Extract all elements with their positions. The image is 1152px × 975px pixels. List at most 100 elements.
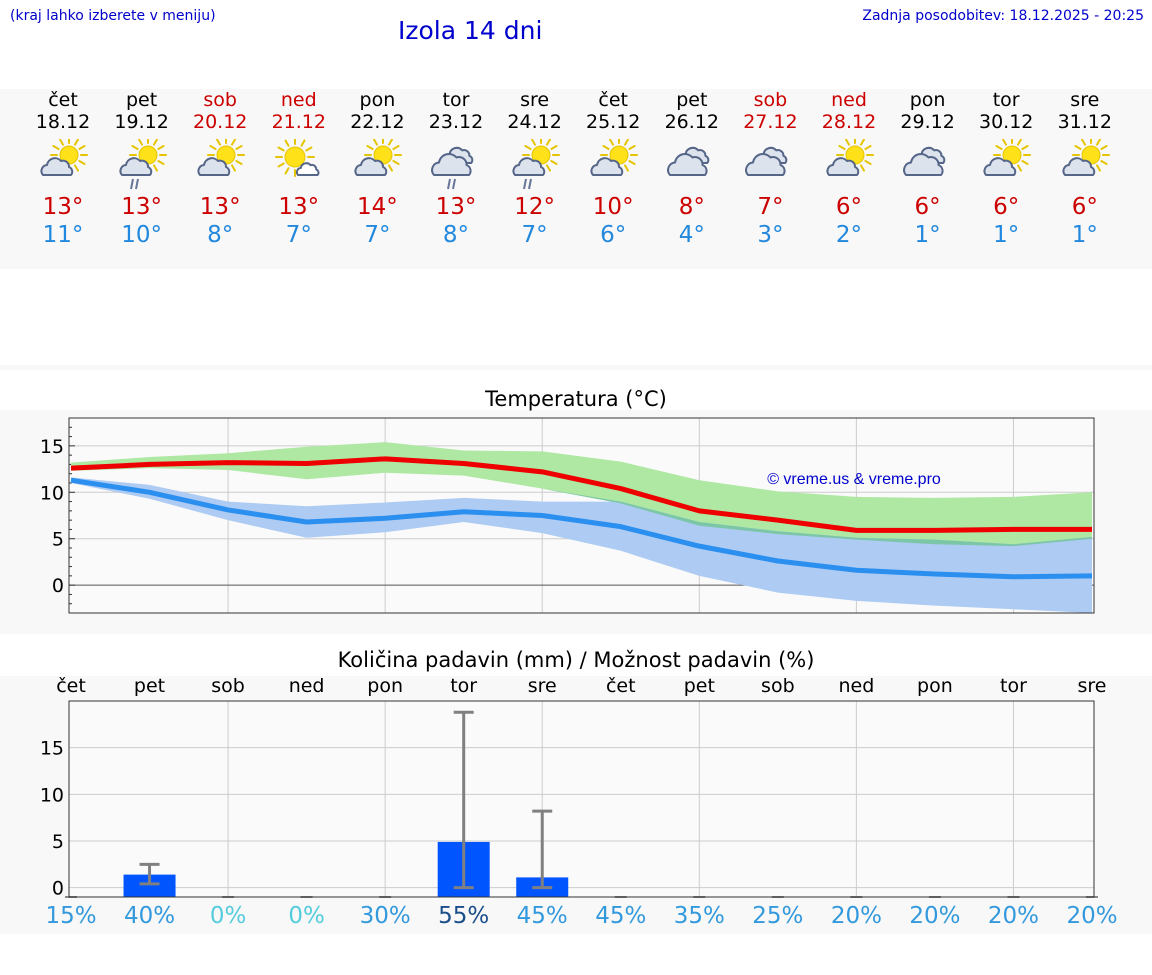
- x-category-label: čet: [606, 675, 636, 697]
- temp-max: 12°: [514, 194, 555, 220]
- last-updated: Zadnja posodobitev: 18.12.2025 - 20:25: [862, 8, 1144, 24]
- day-name: pet: [676, 89, 708, 111]
- x-category-label: pon: [367, 675, 403, 697]
- x-category-label: pon: [917, 675, 953, 697]
- day-date: 24.12: [507, 111, 562, 133]
- precip-probability: 55%: [438, 903, 490, 929]
- max-temp-band: [71, 442, 1092, 547]
- day-date: 21.12: [271, 111, 326, 133]
- day-column: pon 22.12 14° 7°: [337, 89, 417, 249]
- temp-min: 10°: [121, 222, 162, 248]
- x-category-label: sob: [211, 675, 245, 697]
- day-date: 23.12: [428, 111, 484, 133]
- precip-bar: [123, 874, 176, 897]
- day-name: sob: [203, 89, 237, 111]
- precip-probability: 0%: [288, 903, 325, 929]
- day-name: sre: [520, 89, 550, 111]
- precip-probability: 15%: [45, 903, 97, 929]
- y-tick-label: 10: [40, 784, 64, 806]
- x-category-label: ned: [289, 675, 325, 697]
- day-name: pon: [359, 89, 396, 111]
- temp-min: 3°: [757, 222, 784, 248]
- temp-min: 8°: [442, 222, 470, 248]
- day-column: sre 24.12 12° 7°: [495, 89, 575, 249]
- day-column: tor 23.12 13° 8°: [416, 89, 496, 249]
- day-date: 19.12: [114, 111, 169, 133]
- temp-chart-title: Temperatura (°C): [485, 387, 667, 411]
- temp-max: 6°: [1071, 194, 1098, 220]
- day-column: pet 19.12 13° 10°: [102, 89, 182, 249]
- precip-chart-title: Količina padavin (mm) / Možnost padavin …: [337, 648, 815, 672]
- partly-cloudy-icon: [354, 139, 403, 176]
- watermark-text: © vreme.us & vreme.pro: [767, 471, 941, 488]
- partly-cloudy-icon: [983, 139, 1032, 176]
- temp-max: 7°: [757, 194, 784, 220]
- precip-probability: 20%: [830, 903, 882, 929]
- day-date: 30.12: [978, 111, 1034, 133]
- partly-cloudy-rain-icon: [119, 139, 167, 190]
- y-tick-label: 5: [52, 831, 64, 853]
- max-temp-line: [70, 456, 1092, 533]
- precip-probability: 35%: [673, 903, 725, 929]
- day-column: tor 30.12 6° 1°: [966, 89, 1046, 249]
- y-tick-label: 10: [40, 482, 64, 504]
- precip-probability: 0%: [209, 903, 247, 929]
- partly-cloudy-icon: [1062, 139, 1110, 176]
- x-category-label: sre: [528, 675, 557, 697]
- day-date: 22.12: [350, 111, 405, 133]
- partly-cloudy-icon: [826, 139, 874, 176]
- precip-probability: 25%: [752, 903, 804, 929]
- x-category-label: pet: [134, 675, 165, 697]
- day-date: 31.12: [1057, 111, 1112, 133]
- day-column: sob 20.12 13° 8°: [180, 89, 260, 249]
- y-tick-label: 0: [52, 878, 64, 900]
- x-category-label: tor: [450, 675, 477, 697]
- day-name: ned: [831, 89, 867, 111]
- location-hint: (kraj lahko izberete v meniju): [10, 8, 216, 24]
- day-name: tor: [442, 89, 470, 111]
- day-name: tor: [992, 89, 1020, 111]
- cloudy-icon: [666, 146, 710, 176]
- day-date: 29.12: [900, 111, 955, 133]
- temp-max: 13°: [42, 194, 84, 220]
- precip-probability: 20%: [909, 903, 961, 929]
- temp-max: 8°: [678, 194, 705, 220]
- y-tick-label: 15: [40, 436, 64, 458]
- temp-min: 7°: [364, 222, 391, 248]
- precip-plot-area: [69, 701, 1094, 897]
- temp-min: 11°: [42, 222, 84, 248]
- day-column: pon 29.12 6° 1°: [888, 89, 968, 249]
- temp-min: 6°: [600, 222, 627, 248]
- temp-max: 13°: [278, 194, 320, 220]
- partly-cloudy-rain-icon: [512, 139, 560, 190]
- day-date: 18.12: [35, 111, 91, 133]
- precip-probability: 30%: [359, 903, 411, 929]
- day-column: čet 25.12 10° 6°: [573, 89, 653, 249]
- precip-probability: 20%: [1066, 903, 1118, 929]
- min-temp-band: [71, 477, 1092, 613]
- y-tick-label: 0: [52, 575, 64, 597]
- temp-min: 1°: [993, 222, 1020, 248]
- temp-min: 1°: [1071, 222, 1098, 248]
- temp-max: 6°: [993, 194, 1020, 220]
- day-date: 20.12: [192, 111, 248, 133]
- day-name: pet: [125, 89, 158, 111]
- page-title: Izola 14 dni: [398, 16, 543, 45]
- day-name: sob: [753, 89, 788, 111]
- cloudy-rain-icon: [431, 146, 474, 190]
- precip-probability: 40%: [123, 903, 176, 929]
- day-date: 27.12: [743, 111, 798, 133]
- x-category-label: pet: [684, 675, 715, 697]
- day-column: sob 27.12 7° 3°: [730, 89, 810, 249]
- partly-cloudy-icon: [590, 139, 639, 176]
- temp-min: 1°: [914, 222, 941, 248]
- cloudy-icon: [745, 146, 788, 176]
- x-category-label: čet: [56, 675, 86, 697]
- day-column: sre 31.12 6° 1°: [1045, 89, 1125, 249]
- temp-min: 8°: [207, 222, 234, 248]
- temp-min: 2°: [835, 222, 863, 248]
- day-name: sre: [1070, 89, 1100, 111]
- precip-probability: 20%: [987, 903, 1040, 929]
- y-tick-label: 15: [40, 738, 64, 760]
